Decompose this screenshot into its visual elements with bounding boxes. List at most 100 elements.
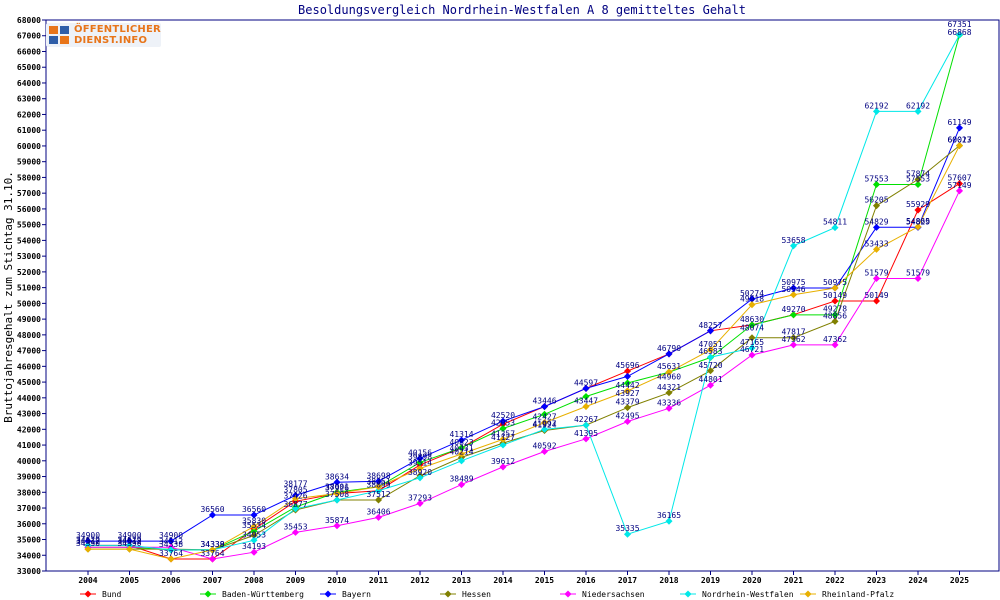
data-label: 42053 (491, 418, 515, 427)
data-label: 34900 (117, 531, 141, 540)
data-label: 34390 (117, 539, 141, 548)
data-point (748, 334, 756, 342)
y-axis-ticks: 33000 34000 35000 36000 37000 38000 39000 40000… (17, 16, 46, 576)
data-point (872, 202, 881, 210)
data-point (291, 495, 300, 503)
data-label: 37512 (366, 490, 390, 499)
data-point (914, 175, 922, 183)
legend-label: Baden-Württemberg (222, 590, 304, 599)
data-point (706, 367, 715, 375)
data-point (333, 522, 341, 530)
data-label: 36165 (657, 511, 681, 520)
y-tick-label: 49000 (17, 315, 41, 324)
data-label: 40156 (408, 448, 432, 457)
data-point (540, 447, 549, 456)
data-label: 50975 (781, 278, 805, 287)
data-label: 37426 (283, 491, 307, 500)
y-tick-label: 58000 (17, 173, 41, 182)
data-point (665, 368, 673, 376)
data-label: 34390 (76, 539, 100, 548)
data-label: 55929 (906, 200, 930, 209)
y-tick-label: 48000 (17, 331, 41, 340)
data-label: 42495 (615, 412, 639, 421)
data-point (250, 511, 258, 519)
data-label: 47051 (698, 340, 722, 349)
y-tick-label: 44000 (17, 394, 41, 403)
data-label: 50149 (823, 291, 847, 300)
data-label: 44801 (698, 375, 722, 384)
data-label: 34900 (159, 531, 183, 540)
y-tick-label: 59000 (17, 158, 41, 167)
data-point (374, 496, 383, 504)
x-tick-label: 2005 (120, 576, 139, 585)
data-point (914, 274, 922, 283)
data-label: 54811 (823, 218, 847, 227)
x-tick-label: 2015 (535, 576, 554, 585)
x-tick-label: 2009 (286, 576, 305, 585)
legend-swatch-marker (84, 590, 92, 598)
data-label: 47817 (781, 328, 805, 337)
y-tick-label: 61000 (17, 126, 41, 135)
data-label: 54829 (906, 217, 930, 226)
data-label: 39514 (408, 458, 432, 467)
series-line (88, 190, 960, 560)
data-point (250, 536, 258, 544)
data-point (333, 496, 341, 504)
data-label: 37926 (325, 483, 349, 492)
data-point (374, 487, 383, 495)
data-point (540, 419, 549, 427)
data-label: 43446 (532, 397, 556, 406)
data-point (914, 107, 922, 115)
data-label: 62192 (864, 101, 888, 110)
data-point (416, 474, 424, 482)
data-label: 44960 (657, 373, 681, 382)
data-point (665, 517, 673, 525)
data-point (84, 537, 92, 545)
x-tick-label: 2012 (410, 576, 429, 585)
data-label: 38634 (325, 472, 349, 481)
series-line (88, 127, 960, 542)
data-point (499, 417, 507, 425)
data-point (914, 223, 922, 231)
data-point (623, 404, 632, 412)
data-point (914, 180, 922, 189)
logo-mark-icon (49, 26, 69, 44)
logo-text: ÖFFENTLICHER DIENST.INFO (74, 24, 161, 46)
data-point (333, 478, 341, 486)
legend: Bund Baden-Württemberg Bayern Hessen Nieders… (80, 590, 894, 599)
data-point (457, 444, 466, 452)
data-label: 67351 (947, 20, 971, 29)
data-label: 38099 (366, 481, 390, 490)
data-label: 41997 (532, 419, 556, 428)
series-lines (88, 34, 960, 560)
x-tick-label: 2014 (493, 576, 512, 585)
data-label: 35830 (242, 516, 266, 525)
data-label: 49918 (740, 295, 764, 304)
data-label: 34193 (242, 542, 266, 551)
data-label: 34629 (117, 535, 141, 544)
x-axis-ticks: 2004 2005 2006 2007 2008 2009 2010 2011 2012 2013… (78, 571, 969, 585)
data-label: 36560 (242, 505, 266, 514)
data-point (706, 353, 715, 361)
data-label: 48856 (823, 311, 847, 320)
data-point (167, 546, 175, 554)
data-point (457, 436, 466, 444)
data-label: 37293 (408, 493, 432, 502)
data-point (333, 489, 341, 497)
data-point (789, 291, 798, 299)
data-label: 53433 (864, 239, 888, 248)
logo-line-2: DIENST.INFO (74, 35, 148, 46)
data-label: 50975 (823, 278, 847, 287)
data-label: 57553 (906, 174, 930, 183)
x-tick-label: 2006 (161, 576, 180, 585)
y-tick-label: 56000 (17, 205, 41, 214)
data-label: 62192 (906, 101, 930, 110)
y-tick-label: 47000 (17, 347, 41, 356)
series-line (88, 145, 960, 551)
y-tick-label: 40000 (17, 457, 41, 466)
legend-swatch-marker (564, 590, 572, 598)
data-point (582, 402, 590, 411)
data-label: 46790 (657, 344, 681, 353)
y-tick-label: 52000 (17, 268, 41, 277)
